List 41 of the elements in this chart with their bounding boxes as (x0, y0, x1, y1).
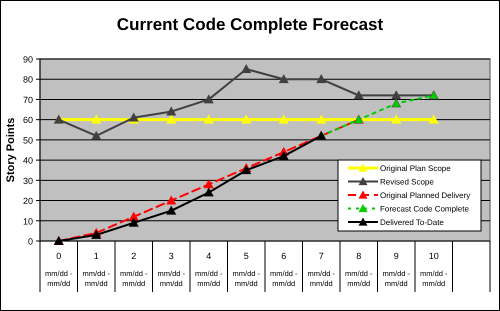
point (241, 64, 252, 74)
y-tick-label: 0 (28, 236, 33, 246)
y-tick-label: 80 (22, 74, 33, 85)
point (204, 94, 214, 104)
point (204, 180, 214, 188)
point (316, 114, 326, 124)
legend-label: Delivered To-Date (380, 218, 444, 227)
point (91, 230, 102, 239)
point (128, 218, 139, 227)
point (204, 188, 214, 196)
y-tick-label: 90 (22, 54, 33, 64)
y-tick-label: 70 (22, 94, 33, 105)
point (166, 196, 176, 204)
point (241, 114, 252, 124)
point (278, 114, 289, 124)
point (91, 131, 102, 140)
y-tick-label: 50 (22, 135, 33, 146)
point (354, 90, 364, 100)
y-tick-label: 40 (22, 156, 33, 166)
legend-label: Revised Scope (380, 178, 434, 186)
point (166, 106, 176, 116)
y-tick-label: 10 (22, 216, 33, 226)
point (166, 206, 176, 215)
point (166, 114, 176, 124)
point (278, 74, 289, 84)
y-tick-label: 30 (22, 176, 33, 186)
chart-title: Current Code Complete Forecast (116, 15, 384, 34)
point (391, 90, 402, 100)
point (91, 114, 102, 124)
legend-label: Original Plan Scope (380, 164, 452, 173)
y-tick-label: 60 (22, 115, 33, 126)
point (391, 114, 402, 124)
y-tick-label: 20 (22, 196, 33, 206)
y-axis-title: Story Points (5, 118, 17, 182)
point (278, 151, 289, 160)
point (204, 114, 214, 124)
legend-label: Original Planned Delivery (380, 191, 470, 200)
legend-label: Forecast Code Complete (380, 204, 470, 214)
point (391, 98, 402, 108)
point (428, 114, 439, 124)
point (316, 74, 326, 84)
